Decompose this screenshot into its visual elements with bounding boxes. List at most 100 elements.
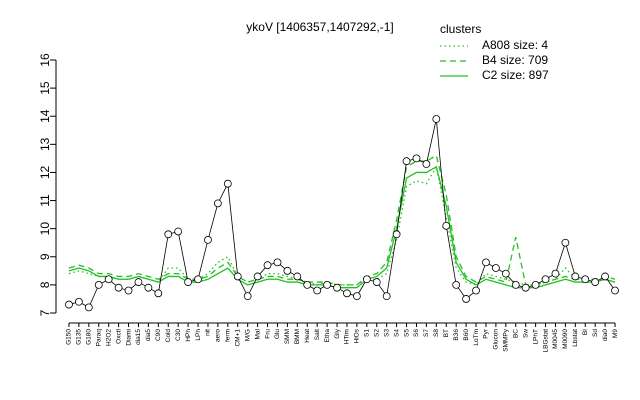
x-tick-label: dia0 — [602, 329, 609, 342]
legend-label: A808 size: 4 — [482, 38, 548, 52]
y-tick-label: 15 — [38, 81, 52, 95]
x-tick-label: LoTm — [473, 329, 480, 346]
gene-point — [432, 115, 441, 123]
y-tick-label: 7 — [38, 309, 52, 316]
gene-point — [303, 280, 312, 289]
gene-point — [372, 278, 381, 286]
gene-point — [392, 230, 401, 239]
x-tick-label: C30 — [175, 329, 182, 341]
x-tick-label: M9 — [612, 329, 619, 338]
y-tick-label: 14 — [38, 109, 52, 123]
chart-title: ykoV [1406357,1407292,-1] — [246, 20, 393, 34]
x-tick-label: Sw — [522, 329, 529, 338]
x-tick-label: Glucon — [493, 329, 500, 350]
gene-point — [74, 297, 83, 306]
x-tick-label: Salt — [314, 329, 321, 340]
x-tick-label: SMMPy — [503, 328, 510, 352]
x-tick-label: G135 — [76, 329, 83, 345]
x-tick-label: HPh — [185, 329, 192, 342]
gene-point — [263, 261, 272, 270]
x-tick-label: S2 — [373, 329, 380, 337]
y-tick-label: 13 — [38, 137, 52, 151]
x-tick-label: aero — [215, 329, 222, 342]
gene-point — [134, 278, 143, 286]
gene-point — [541, 275, 550, 284]
x-tick-label: M/G — [244, 329, 251, 341]
x-tick-label: S6 — [413, 329, 420, 337]
x-tick-label: HTim — [344, 329, 351, 344]
gene-point — [491, 264, 500, 272]
gene-point — [293, 272, 302, 281]
gene-point — [382, 292, 391, 301]
gene-line — [68, 118, 616, 308]
gene-point — [104, 275, 113, 284]
x-tick-label: H2O2 — [105, 329, 112, 346]
cluster-line — [68, 165, 616, 286]
y-tick-label: 12 — [38, 165, 52, 179]
gene-point — [174, 227, 183, 236]
x-tick-label: S8 — [433, 329, 440, 337]
x-tick-label: C90 — [155, 329, 162, 341]
legend-label: C2 size: 897 — [482, 68, 549, 82]
gene-point — [571, 272, 580, 281]
y-tick-label: 10 — [38, 222, 52, 236]
x-tick-label: Fru — [264, 329, 271, 339]
x-tick-label: Sd — [592, 329, 599, 337]
x-tick-label: LBGstat — [542, 329, 549, 353]
x-tick-label: S1 — [364, 329, 371, 337]
gene-point — [611, 286, 619, 295]
gene-point — [114, 283, 123, 292]
gene-point — [402, 157, 411, 166]
gene-point — [343, 289, 351, 298]
x-tick-label: HiOs — [354, 328, 361, 343]
x-tick-label: BMM — [294, 329, 301, 344]
x-tick-label: Gly — [334, 328, 341, 339]
gene-point — [551, 269, 560, 278]
gene-point — [531, 280, 540, 289]
y-tick-label: 16 — [38, 53, 52, 67]
gene-point — [501, 269, 510, 278]
gene-point — [422, 160, 431, 168]
x-tick-label: S7 — [423, 329, 430, 337]
gene-point — [124, 286, 133, 295]
x-tick-label: G180 — [86, 329, 93, 345]
x-tick-label: M0090 — [562, 329, 569, 349]
gene-point — [412, 154, 421, 163]
gene-point — [283, 266, 292, 275]
x-tick-label: Cold — [165, 329, 172, 343]
y-tick-label: 8 — [38, 281, 52, 288]
y-tick-label: 9 — [38, 253, 52, 260]
x-tick-label: Paraq — [95, 329, 102, 347]
gene-point — [94, 280, 103, 289]
x-tick-label: M0045 — [552, 329, 559, 349]
gene-point — [65, 300, 73, 309]
x-tick-label: G150 — [66, 329, 73, 345]
gene-point — [154, 289, 163, 298]
gene-point — [521, 283, 530, 292]
x-tick-label: dia15 — [135, 329, 142, 345]
gene-point — [482, 258, 490, 267]
x-tick-label: ferm — [225, 329, 232, 342]
legend-label: B4 size: 709 — [482, 53, 548, 67]
gene-point — [601, 272, 610, 281]
y-tick-label: 11 — [38, 194, 52, 207]
x-tick-label: SMM — [284, 329, 291, 344]
x-tick-label: Lbstat — [572, 329, 579, 347]
gene-point — [243, 292, 252, 301]
gene-point — [144, 283, 153, 292]
gene-point — [233, 272, 242, 281]
x-tick-label: nit — [205, 329, 212, 336]
x-tick-label: BT — [443, 329, 450, 337]
gene-point — [352, 292, 361, 301]
legend-title: clusters — [440, 22, 481, 36]
x-tick-label: S3 — [383, 329, 390, 337]
x-tick-label: S4 — [393, 329, 400, 337]
gene-point — [462, 295, 471, 303]
x-tick-label: CM+1 — [234, 329, 241, 347]
x-tick-label: BC — [512, 329, 519, 338]
gene-point — [213, 199, 222, 208]
x-tick-label: Pyr — [483, 328, 490, 339]
x-tick-label: S5 — [403, 329, 410, 337]
x-tick-label: B36 — [453, 329, 460, 341]
